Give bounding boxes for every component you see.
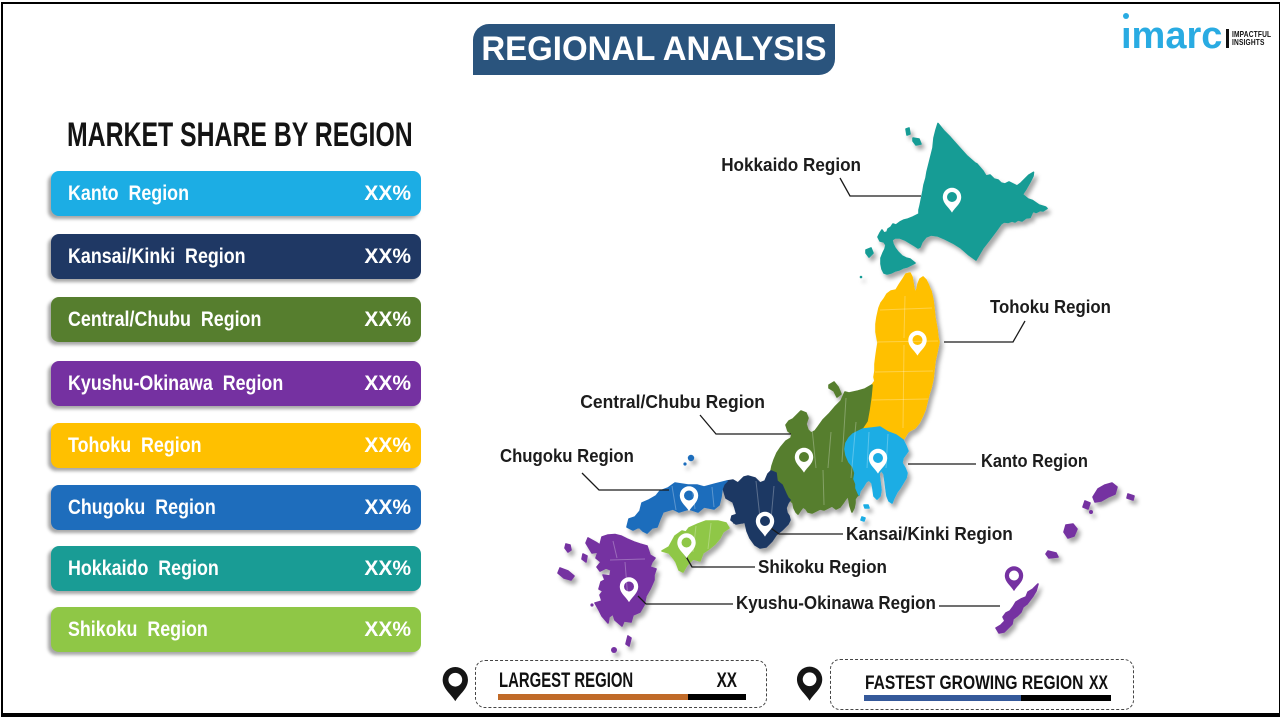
svg-text:Kanto Region: Kanto Region bbox=[981, 450, 1088, 471]
svg-text:Shikoku Region: Shikoku Region bbox=[758, 556, 887, 577]
svg-text:Tohoku Region: Tohoku Region bbox=[990, 296, 1111, 317]
svg-text:Chugoku Region: Chugoku Region bbox=[500, 445, 634, 466]
svg-text:Kansai/Kinki Region: Kansai/Kinki Region bbox=[846, 523, 1013, 544]
svg-text:Hokkaido Region: Hokkaido Region bbox=[721, 154, 861, 175]
svg-text:Kyushu-Okinawa Region: Kyushu-Okinawa Region bbox=[736, 592, 936, 613]
svg-text:Central/Chubu Region: Central/Chubu Region bbox=[580, 392, 765, 413]
